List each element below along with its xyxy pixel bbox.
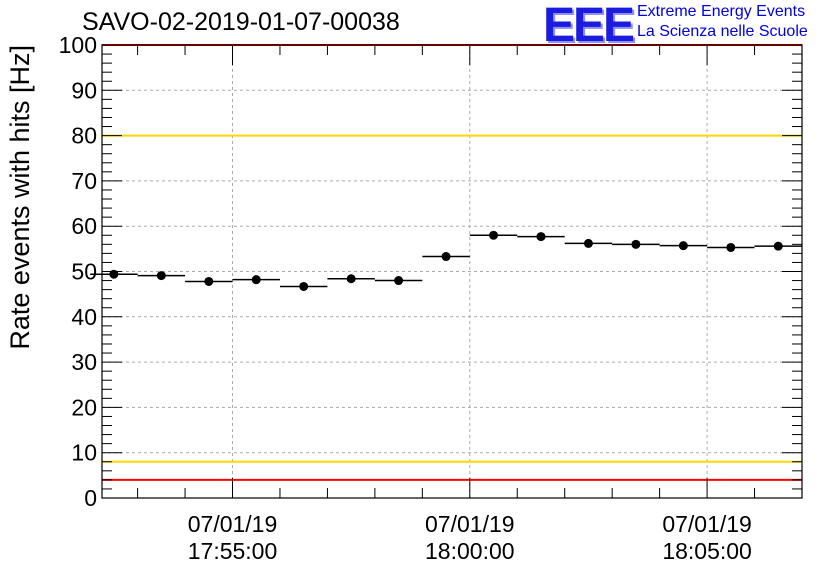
eee-logo: EEE	[543, 0, 635, 52]
data-point-marker	[489, 230, 499, 240]
y-tick-label: 70	[71, 168, 97, 194]
logo-subtitle-line2: La Scienza nelle Scuole	[637, 23, 808, 40]
x-tick-label-date: 07/01/19	[188, 511, 278, 537]
data-point-marker	[726, 242, 736, 252]
data-point-marker	[773, 241, 783, 251]
reference-lines	[102, 44, 802, 481]
chart-title: SAVO-02-2019-01-07-00038	[82, 8, 400, 36]
x-tick-label-time: 18:05:00	[662, 538, 752, 564]
y-tick-label: 10	[71, 440, 97, 466]
data-point-marker	[346, 274, 356, 284]
y-tick-label: 40	[71, 304, 97, 330]
y-tick-label: 80	[71, 123, 97, 149]
x-tick-label-date: 07/01/19	[662, 511, 752, 537]
data-point-marker	[251, 275, 261, 285]
x-tick-label-time: 18:00:00	[425, 538, 515, 564]
y-tick-label: 0	[84, 485, 97, 511]
grid-lines	[102, 45, 802, 498]
data-point-marker	[109, 269, 119, 279]
data-point-marker	[204, 276, 214, 286]
data-points	[90, 230, 802, 291]
data-point-marker	[299, 281, 309, 291]
data-point-marker	[441, 252, 451, 262]
y-tick-label: 60	[71, 213, 97, 239]
y-tick-label: 20	[71, 394, 97, 420]
data-point-marker	[583, 238, 593, 248]
x-tick-label-date: 07/01/19	[425, 511, 515, 537]
data-point-marker	[156, 271, 166, 281]
data-point-marker	[536, 232, 546, 242]
y-tick-label: 30	[71, 349, 97, 375]
y-tick-label: 50	[71, 259, 97, 285]
data-point-marker	[678, 241, 688, 251]
y-tick-label: 100	[59, 32, 97, 58]
axis-labels: 010203040506070809010007/01/1917:55:0007…	[5, 32, 752, 564]
data-point-marker	[631, 239, 641, 249]
axis-ticks	[102, 44, 803, 499]
logo-subtitle-line1: Extreme Energy Events	[637, 3, 806, 20]
x-tick-label-time: 17:55:00	[188, 538, 278, 564]
y-tick-label: 90	[71, 77, 97, 103]
y-axis-label: Rate events with hits [Hz]	[5, 45, 35, 350]
data-point-marker	[394, 276, 404, 286]
